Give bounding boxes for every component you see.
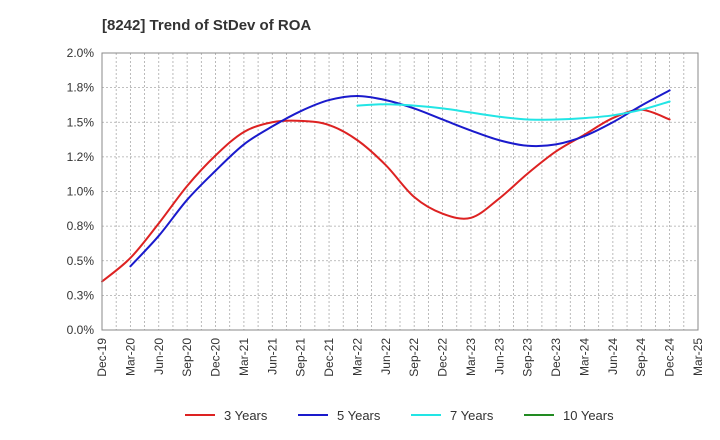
chart-title: [8242] Trend of StDev of ROA <box>102 17 311 34</box>
series-layer <box>101 89 671 283</box>
x-tick-label: Mar-25 <box>691 338 705 376</box>
y-tick-label: 2.0% <box>67 46 95 60</box>
legend-label-7-years: 7 Years <box>450 408 494 423</box>
x-tick-label: Dec-23 <box>549 338 563 377</box>
y-tick-label: 1.0% <box>67 185 95 199</box>
x-tick-label: Mar-20 <box>123 338 137 376</box>
x-tick-label: Dec-24 <box>663 338 677 377</box>
x-tick-label: Jun-21 <box>265 338 279 375</box>
legend-label-5-years: 5 Years <box>337 408 381 423</box>
y-tick-label: 1.2% <box>67 150 95 164</box>
x-tick-label: Dec-22 <box>436 338 450 377</box>
x-tick-label: Mar-24 <box>577 338 591 376</box>
x-axis-ticks: Dec-19 Mar-20 Jun-20 Sep-20 Dec-20 Mar-21 Jun-… <box>95 338 705 377</box>
x-tick-label: Jun-20 <box>152 338 166 375</box>
x-tick-label: Dec-19 <box>95 338 109 377</box>
y-tick-label: 0.0% <box>67 323 95 337</box>
y-tick-label: 0.5% <box>67 254 95 268</box>
x-tick-label: Mar-23 <box>464 338 478 376</box>
x-tick-label: Sep-20 <box>180 338 194 377</box>
y-tick-label: 0.8% <box>67 219 95 233</box>
x-tick-label: Sep-24 <box>634 338 648 377</box>
x-tick-label: Jun-22 <box>379 338 393 375</box>
x-tick-label: Mar-21 <box>237 338 251 376</box>
x-tick-label: Dec-20 <box>209 338 223 377</box>
grid <box>102 53 698 330</box>
y-tick-label: 1.5% <box>67 115 95 129</box>
y-tick-label: 0.3% <box>67 288 95 302</box>
x-tick-label: Sep-21 <box>294 338 308 377</box>
x-tick-label: Mar-22 <box>350 338 364 376</box>
legend-label-3-years: 3 Years <box>224 408 268 423</box>
legend: 3 Years 5 Years 7 Years 10 Years <box>185 408 614 423</box>
x-tick-label: Jun-23 <box>492 338 506 375</box>
y-axis-ticks: 0.0% 0.3% 0.5% 0.8% 1.0% 1.2% 1.5% 1.8% 2.0% <box>67 46 95 337</box>
x-tick-label: Dec-21 <box>322 338 336 377</box>
x-tick-label: Sep-22 <box>407 338 421 377</box>
series-line-7-years <box>356 100 671 121</box>
x-tick-label: Sep-23 <box>521 338 535 377</box>
x-tick-label: Jun-24 <box>606 338 620 375</box>
legend-label-10-years: 10 Years <box>563 408 614 423</box>
y-tick-label: 1.8% <box>67 81 95 95</box>
plot-frame <box>101 52 699 331</box>
